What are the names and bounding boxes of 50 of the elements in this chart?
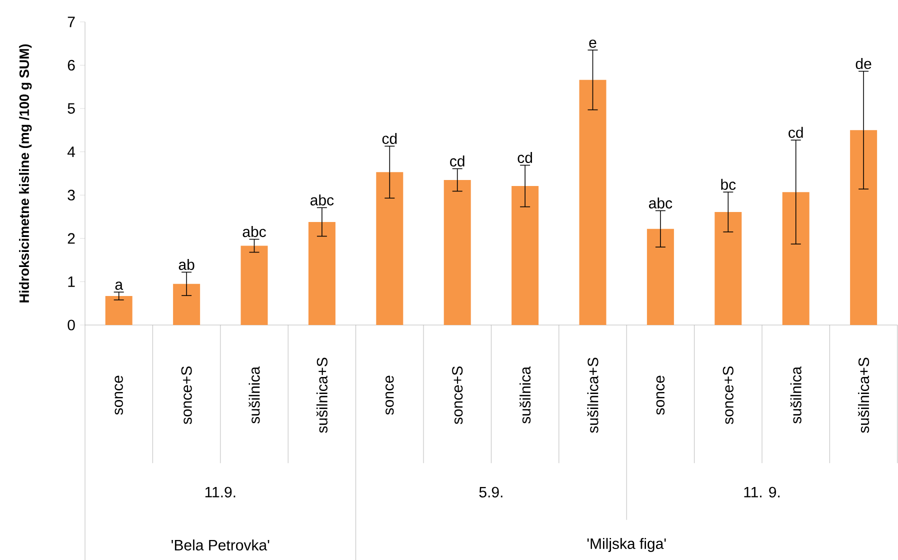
annotation: cd bbox=[450, 155, 464, 166]
y-tick-label: 1 bbox=[68, 276, 75, 287]
y-tick-label: 3 bbox=[68, 190, 75, 200]
annotation: cd bbox=[788, 126, 803, 138]
bar bbox=[714, 212, 742, 326]
x-tick-label: sušilnica bbox=[790, 366, 802, 424]
text: 'Bela Petrovka' bbox=[172, 539, 270, 550]
annotation: cd bbox=[518, 152, 532, 164]
annotation: bc bbox=[721, 178, 736, 190]
x-tick-label: sonce+S bbox=[181, 366, 192, 424]
annotation: de bbox=[856, 58, 872, 70]
text: 11. 9. bbox=[744, 486, 780, 498]
y-tick-label: 6 bbox=[68, 60, 75, 71]
annotation: a bbox=[115, 282, 124, 290]
bar bbox=[173, 284, 200, 326]
y-tick-label: 2 bbox=[68, 233, 75, 244]
bar bbox=[850, 130, 878, 326]
bar bbox=[444, 180, 471, 326]
bar bbox=[240, 246, 268, 326]
annotation: e bbox=[589, 40, 596, 48]
x-tick-label: sušilnica+S bbox=[858, 358, 870, 433]
x-tick-label: sonce+S bbox=[722, 366, 734, 424]
bar bbox=[376, 172, 404, 326]
x-tick-label: sonce bbox=[114, 376, 123, 415]
text: 5.9. bbox=[479, 486, 502, 498]
y-tick-label: 7 bbox=[68, 16, 75, 28]
y-axis-title: Hidroksicimetne kisline (mg /100 g SUM) bbox=[19, 44, 32, 302]
y-tick-label: 0 bbox=[68, 320, 75, 330]
x-tick-label: sušilnica bbox=[248, 366, 260, 424]
bar bbox=[579, 80, 606, 326]
y-tick-label: 4 bbox=[67, 146, 76, 157]
annotation: abc bbox=[310, 194, 334, 206]
annotation: abc bbox=[649, 197, 672, 208]
x-tick-label: sušilnica bbox=[520, 366, 531, 424]
bar bbox=[308, 222, 336, 326]
annotation: abc bbox=[242, 226, 266, 238]
x-tick-label: sonce bbox=[386, 376, 394, 415]
text: 'Miljska figa' bbox=[587, 538, 666, 552]
annotation: cd bbox=[382, 132, 397, 144]
x-tick-label: sonce bbox=[656, 376, 665, 415]
y-tick-label: 5 bbox=[68, 103, 75, 114]
text: 11.9. bbox=[205, 486, 236, 498]
x-tick-label: sušilnica+S bbox=[587, 358, 598, 433]
bar bbox=[646, 228, 674, 326]
x-tick-label: sušilnica+S bbox=[316, 358, 328, 433]
annotation: ab bbox=[178, 258, 194, 270]
bar bbox=[782, 192, 810, 326]
bar bbox=[105, 296, 132, 326]
bar bbox=[512, 186, 539, 326]
x-tick-label: sonce+S bbox=[452, 366, 463, 424]
